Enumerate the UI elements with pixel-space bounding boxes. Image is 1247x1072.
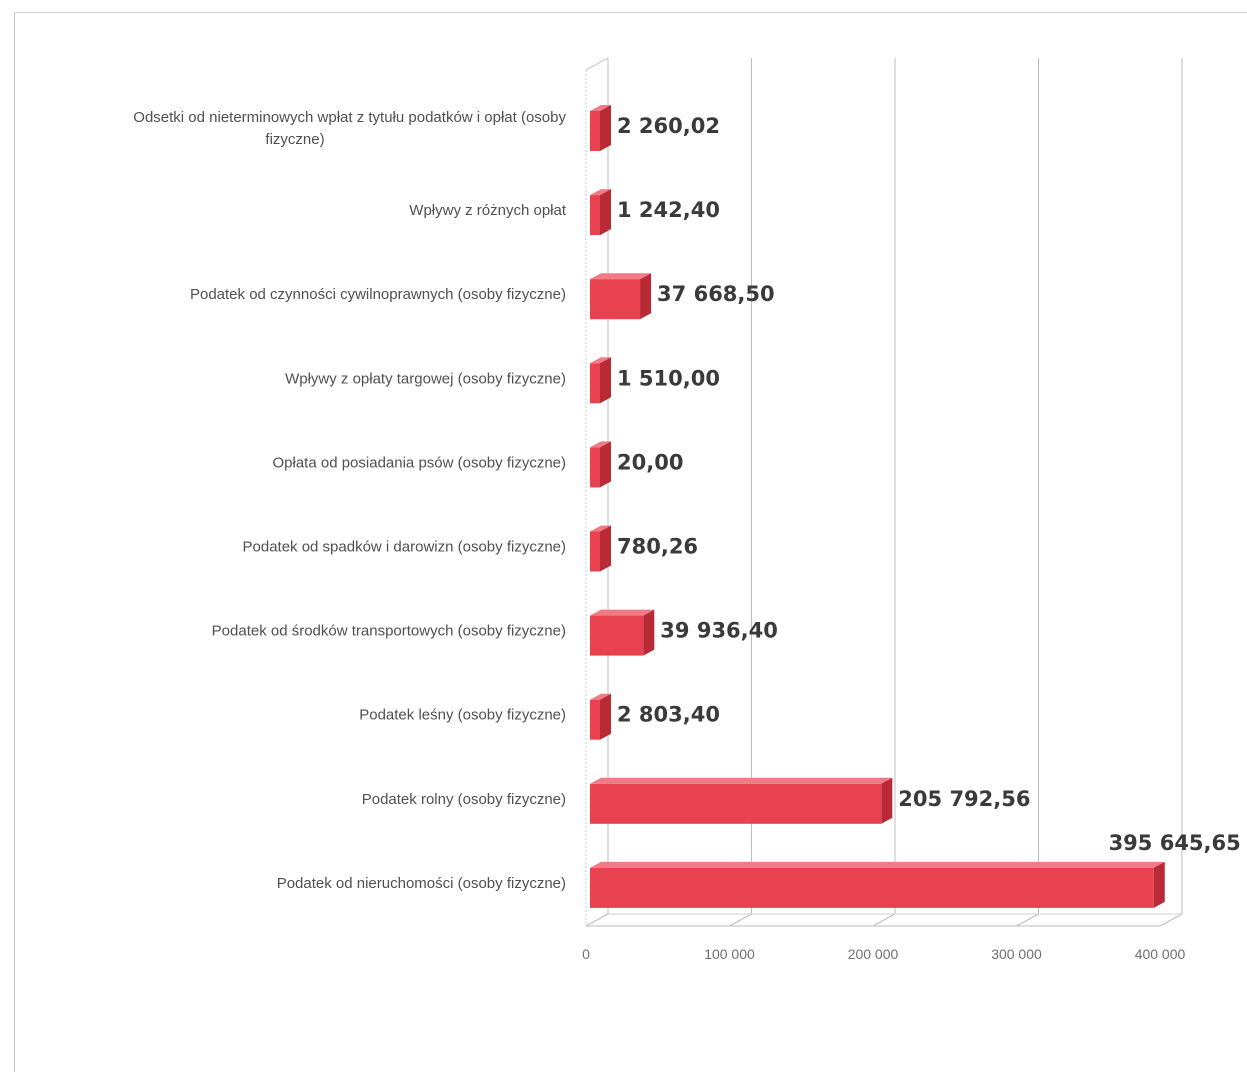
bar-side-face xyxy=(1153,861,1165,908)
bar-side-face xyxy=(600,525,611,572)
data-label: 395 645,65 xyxy=(1109,831,1241,855)
data-label: 1 242,40 xyxy=(617,198,720,222)
x-tick-label: 100 000 xyxy=(704,946,755,962)
category-label-line: fizyczne) xyxy=(265,131,324,148)
bar-front-face xyxy=(590,111,600,151)
bar-top-face xyxy=(590,441,611,448)
bar-top-face xyxy=(590,609,655,616)
bar-top-face xyxy=(590,105,611,111)
bar-top-face xyxy=(590,357,611,364)
bar-side-face xyxy=(600,357,611,404)
data-label: 780,26 xyxy=(617,535,698,559)
bar-top-face xyxy=(590,273,652,280)
floor-gridline-3 xyxy=(1016,913,1039,927)
category-label: Podatek leśny (osoby fizyczne) xyxy=(359,707,566,724)
category-label: Wpływy z opłaty targowej (osoby fizyczne… xyxy=(285,370,566,387)
bar-8 xyxy=(590,777,893,824)
bar-front-face xyxy=(590,867,1154,908)
category-label-line: Podatek leśny (osoby fizyczne) xyxy=(359,707,566,724)
bar-top-face xyxy=(590,525,611,532)
bar-1 xyxy=(590,189,611,236)
bar-side-face xyxy=(881,777,893,824)
floor-gridline-2 xyxy=(872,913,896,927)
bar-2 xyxy=(590,273,652,320)
data-label: 1 510,00 xyxy=(617,366,720,390)
bar-front-face xyxy=(590,531,600,572)
category-label-line: Podatek od środków transportowych (osoby… xyxy=(212,623,566,640)
bar-9 xyxy=(590,861,1165,908)
floor-gridline-4 xyxy=(1159,913,1183,927)
x-tick-label: 400 000 xyxy=(1135,946,1186,962)
bar-3 xyxy=(590,357,611,404)
floor-gridline-1 xyxy=(729,913,752,927)
bar-7 xyxy=(590,693,611,740)
bar-front-face xyxy=(590,195,600,236)
category-label-line: Wpływy z różnych opłat xyxy=(409,202,567,219)
bar-front-face xyxy=(590,615,644,656)
x-tick-label: 0 xyxy=(582,946,590,962)
bar-side-face xyxy=(600,105,611,151)
bar-side-face xyxy=(643,609,655,656)
category-label: Podatek od nieruchomości (osoby fizyczne… xyxy=(277,875,566,892)
category-label: Podatek od spadków i darowizn (osoby fiz… xyxy=(243,539,567,556)
bar-front-face xyxy=(590,783,882,824)
bar-top-face xyxy=(590,189,611,196)
category-label-line: Podatek od spadków i darowizn (osoby fiz… xyxy=(243,539,567,556)
chart-frame xyxy=(14,12,1247,1072)
bar-side-face xyxy=(600,189,611,236)
category-label-line: Podatek od nieruchomości (osoby fizyczne… xyxy=(277,875,566,892)
data-label: 20,00 xyxy=(617,450,683,474)
bar-top-face xyxy=(590,777,893,784)
bar-0 xyxy=(590,105,611,151)
data-label: 205 792,56 xyxy=(898,787,1030,811)
bar-side-face xyxy=(600,693,611,740)
data-label: 39 936,40 xyxy=(660,619,778,643)
data-label: 2 803,40 xyxy=(617,703,720,727)
bar-front-face xyxy=(590,363,600,404)
bar-front-face xyxy=(590,279,641,320)
bar-4 xyxy=(590,441,611,488)
floor-gridline-0 xyxy=(585,913,609,927)
bar-top-face xyxy=(590,693,611,700)
data-label: 37 668,50 xyxy=(657,282,775,306)
category-label: Wpływy z różnych opłat xyxy=(409,202,567,219)
category-label: Opłata od posiadania psów (osoby fizyczn… xyxy=(273,454,567,471)
x-tick-label: 200 000 xyxy=(848,946,899,962)
bar-front-face xyxy=(590,447,600,488)
x-tick-label: 300 000 xyxy=(991,946,1042,962)
category-label-line: Odsetki od nieterminowych wpłat z tytułu… xyxy=(133,109,566,126)
bar-chart: 0 100 000 200 000 300 000 400 000 2 260,02 Ods… xyxy=(133,57,1241,962)
bar-side-face xyxy=(640,273,652,320)
data-label: 2 260,02 xyxy=(617,114,720,138)
category-label: Podatek od czynności cywilnoprawnych (os… xyxy=(190,286,566,303)
bar-side-face xyxy=(600,441,611,488)
side-wall-top xyxy=(585,57,609,71)
category-label-line: Wpływy z opłaty targowej (osoby fizyczne… xyxy=(285,370,566,387)
category-label-line: Opłata od posiadania psów (osoby fizyczn… xyxy=(273,454,567,471)
bar-front-face xyxy=(590,699,600,740)
category-label: Odsetki od nieterminowych wpłat z tytułu… xyxy=(133,109,566,148)
bar-top-face xyxy=(590,861,1165,868)
category-label: Podatek rolny (osoby fizyczne) xyxy=(362,791,566,808)
bar-6 xyxy=(590,609,655,656)
category-label-line: Podatek rolny (osoby fizyczne) xyxy=(362,791,566,808)
category-label: Podatek od środków transportowych (osoby… xyxy=(212,623,566,640)
category-label-line: Podatek od czynności cywilnoprawnych (os… xyxy=(190,286,566,303)
bar-5 xyxy=(590,525,611,572)
